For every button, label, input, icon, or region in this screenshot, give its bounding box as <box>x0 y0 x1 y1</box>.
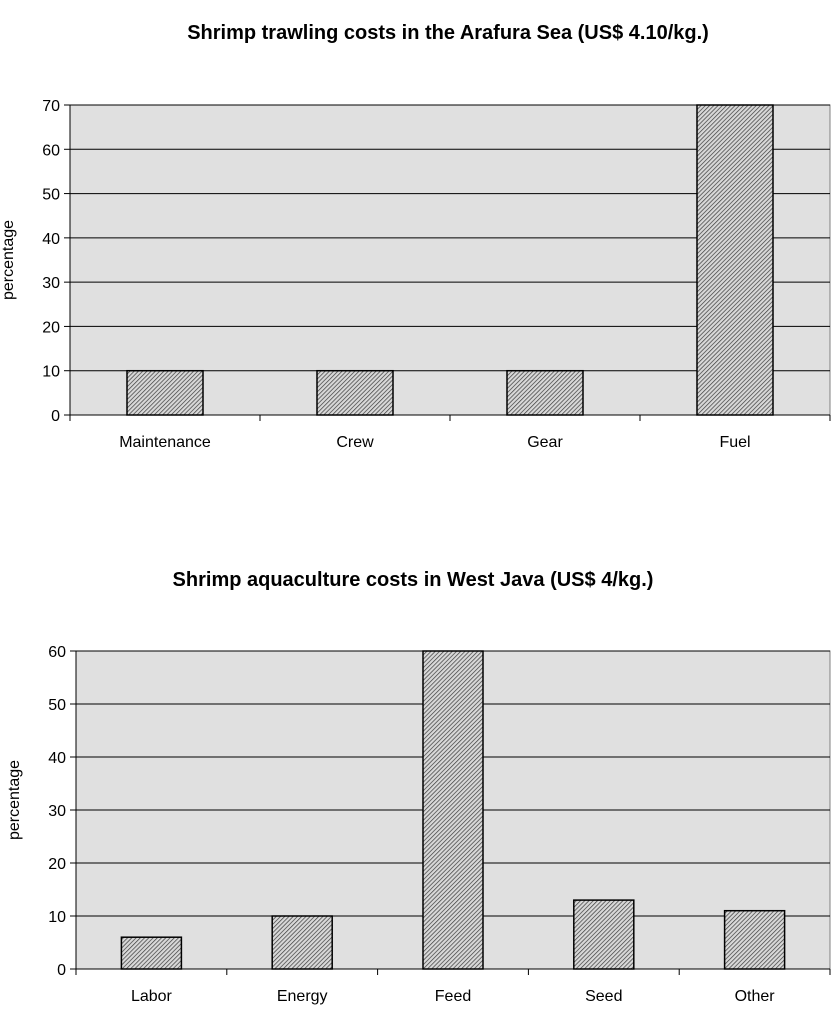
x-tick-label: Fuel <box>719 434 750 451</box>
y-tick-label: 30 <box>42 275 60 292</box>
x-tick-label: Gear <box>527 434 563 451</box>
bar-feed <box>422 650 484 970</box>
y-tick-label: 60 <box>42 142 60 159</box>
chart-2-y-axis-label: percentage <box>6 760 23 840</box>
x-tick-label: Other <box>735 988 776 1005</box>
bar-other <box>723 909 786 970</box>
y-tick-label: 10 <box>42 364 60 381</box>
chart-1-plot-area: 0 10 20 30 40 50 60 70 Maintenance Crew Gear Fuel <box>42 98 831 451</box>
bar-fuel <box>696 104 774 416</box>
y-tick-label: 20 <box>42 319 60 336</box>
x-tick-label: Feed <box>435 988 471 1005</box>
chart-2: Shrimp aquaculture costs in West Java (U… <box>6 569 831 1005</box>
x-tick-label: Labor <box>131 988 173 1005</box>
y-tick-label: 70 <box>42 98 60 115</box>
chart-2-title: Shrimp aquaculture costs in West Java (U… <box>173 569 654 591</box>
bar-maintenance <box>126 369 204 416</box>
x-tick-label: Crew <box>336 434 374 451</box>
x-tick-label: Maintenance <box>119 434 211 451</box>
bar-labor <box>120 936 183 970</box>
chart-1: Shrimp trawling costs in the Arafura Sea… <box>0 22 831 451</box>
y-tick-label: 0 <box>51 408 60 425</box>
chart-1-title: Shrimp trawling costs in the Arafura Sea… <box>187 22 709 44</box>
x-tick-label: Seed <box>585 988 622 1005</box>
chart-2-plot-area: 0 10 20 30 40 50 60 Labor Energy Feed Seed Other <box>48 644 831 1005</box>
bar-seed <box>573 899 635 970</box>
bar-energy <box>271 915 333 970</box>
y-tick-label: 30 <box>48 803 66 820</box>
y-tick-label: 40 <box>42 231 60 248</box>
y-tick-label: 10 <box>48 909 66 926</box>
y-tick-label: 50 <box>42 187 60 204</box>
y-tick-label: 50 <box>48 697 66 714</box>
bar-gear <box>506 369 584 416</box>
y-tick-label: 40 <box>48 750 66 767</box>
chart-1-y-axis-label: percentage <box>0 220 17 300</box>
y-tick-label: 60 <box>48 644 66 661</box>
y-tick-label: 0 <box>57 962 66 979</box>
y-tick-label: 20 <box>48 856 66 873</box>
bar-crew <box>316 369 394 416</box>
x-tick-label: Energy <box>277 988 328 1005</box>
